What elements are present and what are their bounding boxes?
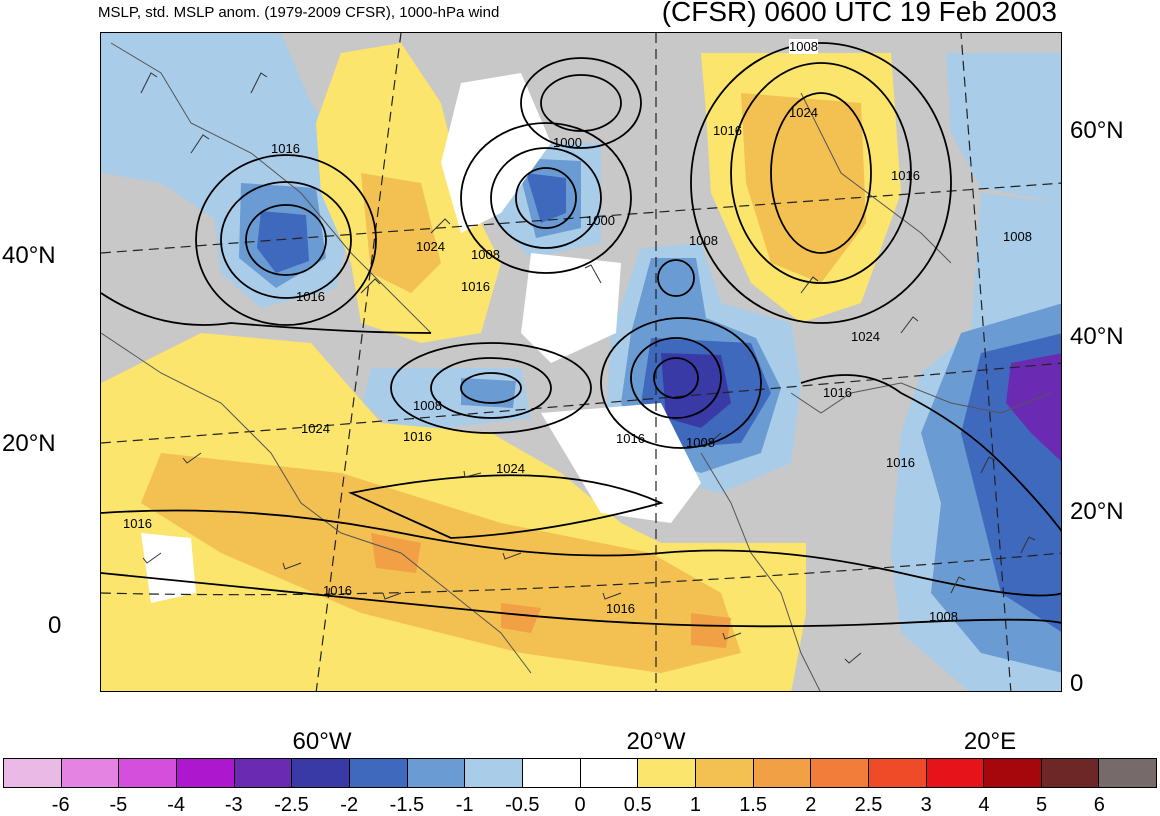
- figure-title-left: MSLP, std. MSLP anom. (1979-2009 CFSR), …: [98, 4, 500, 21]
- colorbar-swatch: [1041, 759, 1100, 787]
- colorbar-swatch: [638, 759, 696, 787]
- colorbar-tick-label: 4: [978, 794, 990, 816]
- colorbar-swatch: [580, 759, 639, 787]
- isobar-label: 1016: [323, 583, 352, 598]
- isobar-label: 1024: [416, 239, 445, 254]
- colorbar-swatch: [926, 759, 985, 787]
- colorbar-tick-label: -6: [51, 794, 70, 816]
- colorbar-tick-label: -1: [455, 794, 474, 816]
- isobar-label: 1016: [606, 601, 635, 616]
- colorbar-tick-label: -1.5: [389, 794, 425, 816]
- isobar-label: 1016: [271, 141, 300, 156]
- isobar-label: 1024: [851, 329, 880, 344]
- isobar-label: 1008: [789, 39, 818, 54]
- isobar-label: 1016: [713, 123, 742, 138]
- lat-label-left: 0: [48, 612, 62, 639]
- figure-title-right: (CFSR) 0600 UTC 19 Feb 2003: [661, 0, 1057, 27]
- colorbar-swatch: [868, 759, 927, 787]
- colorbar-tick-label: 1: [689, 794, 701, 816]
- isobar-label: 1008: [689, 233, 718, 248]
- isobar-label: 1008: [686, 435, 715, 450]
- isobar-label: 1008: [471, 247, 500, 262]
- colorbar-swatch: [234, 759, 293, 787]
- colorbar-tick-label: -2.5: [274, 794, 309, 816]
- wind-barbs: [140, 72, 1036, 664]
- lon-label: 20°E: [963, 728, 1017, 755]
- colorbar-tick-label: 2.5: [854, 794, 883, 816]
- isobar-label: 1016: [823, 385, 852, 400]
- colorbar-tick-label: 5: [1036, 794, 1048, 816]
- lon-label: 60°W: [292, 728, 352, 755]
- colorbar-swatch: [753, 759, 812, 787]
- colorbar-swatch: [176, 759, 235, 787]
- colorbar-tick-label: 2: [805, 794, 817, 816]
- isobar-label: 1016: [891, 168, 920, 183]
- lat-label-right: 40°N: [1070, 323, 1124, 350]
- colorbar-tick-label: 1.5: [739, 794, 767, 816]
- isobar-label: 1016: [123, 516, 152, 531]
- coastlines: [101, 42, 1052, 691]
- isobar-label: 1016: [616, 431, 645, 446]
- isobar-label: 1024: [496, 461, 525, 476]
- lat-label-right: 20°N: [1070, 498, 1124, 525]
- isobar-label: 1008: [929, 609, 958, 624]
- colorbar-swatch: [465, 759, 523, 787]
- isobar-label: 1016: [886, 455, 915, 470]
- isobar-label: 1024: [789, 105, 818, 120]
- colorbar-swatch: [695, 759, 754, 787]
- colorbar-tick-label: -0.5: [505, 794, 540, 816]
- lon-label: 20°W: [626, 728, 686, 755]
- map-panel: 1008 1024 1016 1016 1000 1000 1016 1008 …: [100, 32, 1062, 692]
- colorbar-swatch: [61, 759, 120, 787]
- isobar-label: 1016: [461, 279, 490, 294]
- colorbar-swatch: [119, 759, 177, 787]
- colorbar-swatch: [984, 759, 1042, 787]
- colorbar-swatch: [811, 759, 869, 787]
- colorbar-tick-label: 0.5: [623, 794, 652, 816]
- colorbar-tick-label: 6: [1093, 794, 1105, 816]
- isobar-label: 1008: [413, 398, 442, 413]
- lat-label-left: 40°N: [2, 242, 56, 269]
- colorbar: [3, 758, 1157, 788]
- colorbar-swatch: [349, 759, 408, 787]
- isobar-label: 1016: [403, 429, 432, 444]
- lat-label-right: 60°N: [1070, 117, 1124, 144]
- isobars: [101, 42, 1061, 628]
- colorbar-swatch: [292, 759, 350, 787]
- colorbar-tick-label: 3: [920, 794, 932, 816]
- lat-label-right: 0: [1070, 670, 1084, 697]
- colorbar-tick-label: 0: [574, 794, 586, 816]
- colorbar-swatch: [522, 759, 581, 787]
- colorbar-tick-label: -5: [109, 794, 128, 816]
- isobar-label: 1000: [586, 213, 615, 228]
- colorbar-tick-label: -4: [167, 794, 185, 816]
- colorbar-tick-label: -2: [340, 794, 359, 816]
- isobar-label: 1016: [296, 289, 325, 304]
- colorbar-swatch: [4, 759, 62, 787]
- colorbar-swatch: [1099, 759, 1157, 787]
- colorbar-tick-label: -3: [224, 794, 243, 816]
- map-canvas: [101, 33, 1061, 691]
- colorbar-swatch: [407, 759, 466, 787]
- positive-anomaly-shading: [101, 43, 901, 691]
- lat-label-left: 20°N: [2, 430, 56, 457]
- isobar-label: 1024: [301, 421, 330, 436]
- isobar-label: 1008: [1003, 229, 1032, 244]
- isobar-label: 1000: [553, 135, 582, 150]
